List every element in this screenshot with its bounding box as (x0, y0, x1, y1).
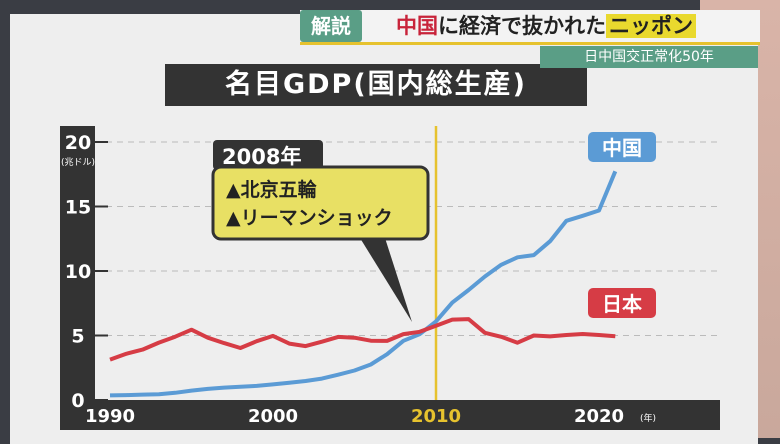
headline: 中国に経済で抜かれた ニッポン (396, 10, 696, 42)
x-tick-label: 1990 (85, 406, 135, 427)
x-tick-label: 2010 (411, 406, 461, 427)
y-tick-label: 10 (65, 261, 91, 283)
chart-title: 名目GDP(国内総生産) (165, 64, 587, 106)
headline-mid: に経済で抜かれた (438, 14, 606, 38)
y-tick-label: 15 (65, 197, 91, 219)
subtitle: 日中国交正常化50年 (540, 46, 758, 68)
callout-pointer (360, 238, 412, 322)
headline-china: 中国 (396, 14, 438, 38)
annotation-year-box (213, 140, 323, 170)
x-axis-unit: (年) (640, 412, 656, 424)
annotation-line: ▲北京五輪 (226, 178, 318, 201)
annotation-line: ▲リーマンショック (226, 207, 393, 229)
legend-china: 中国 (602, 136, 642, 160)
series-line-china (109, 170, 618, 398)
legend-japan: 日本 (602, 292, 642, 316)
x-axis-bar (60, 400, 720, 430)
y-tick-label: 20 (65, 132, 91, 154)
annotation-year: 2008年 (222, 145, 301, 169)
legend-china-box (588, 132, 656, 162)
x-tick-label: 2020 (574, 406, 624, 427)
y-axis-bar (60, 126, 95, 426)
y-tick-label: 0 (71, 390, 84, 412)
y-axis-unit: (兆ドル) (61, 157, 95, 168)
y-tick-label: 5 (71, 326, 84, 348)
headline-japan: ニッポン (606, 14, 696, 38)
commentary-tag: 解説 (300, 10, 362, 42)
annotation-box (211, 165, 430, 241)
x-tick-label: 2000 (248, 406, 298, 427)
legend-japan-box (588, 288, 656, 318)
series-line-japan (109, 317, 616, 362)
